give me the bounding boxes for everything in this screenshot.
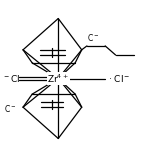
Text: C$^-$: C$^-$ bbox=[4, 103, 17, 114]
Text: $^-$Cl: $^-$Cl bbox=[2, 73, 20, 84]
Text: C$^-$: C$^-$ bbox=[87, 32, 99, 43]
Text: · Cl$^-$: · Cl$^-$ bbox=[108, 73, 130, 84]
Text: Zr$^{4+}$: Zr$^{4+}$ bbox=[47, 72, 69, 85]
